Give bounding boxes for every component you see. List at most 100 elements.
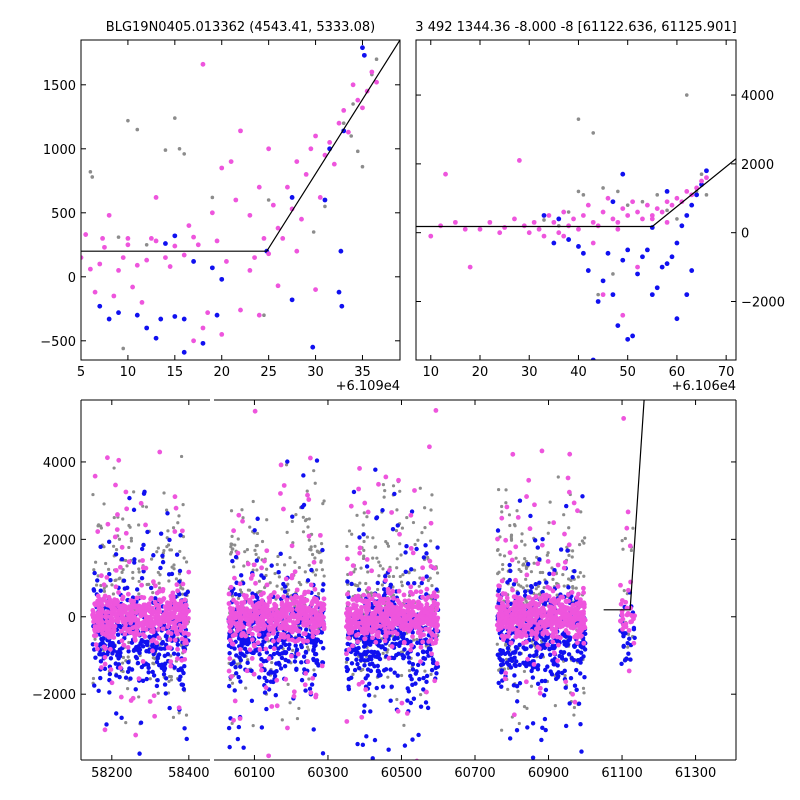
data-point xyxy=(430,584,434,588)
data-point xyxy=(227,624,233,630)
data-point xyxy=(423,626,429,632)
data-point xyxy=(154,590,160,596)
data-point xyxy=(182,556,186,560)
model-line xyxy=(81,40,400,252)
data-point xyxy=(97,261,103,267)
data-point xyxy=(306,620,312,626)
data-point xyxy=(180,605,186,611)
data-point xyxy=(372,649,377,655)
data-point xyxy=(172,314,178,319)
data-point xyxy=(184,560,189,564)
data-point xyxy=(350,563,356,569)
data-point xyxy=(506,662,511,667)
data-point xyxy=(517,498,523,503)
data-point xyxy=(266,146,272,152)
data-point xyxy=(97,303,103,309)
data-point xyxy=(174,582,180,588)
data-point xyxy=(386,544,391,548)
data-point xyxy=(167,579,171,583)
data-point xyxy=(434,661,440,666)
data-point xyxy=(564,643,569,648)
data-point xyxy=(615,219,621,225)
data-point xyxy=(361,652,366,657)
data-point xyxy=(131,570,135,575)
data-point xyxy=(358,657,364,663)
data-point xyxy=(327,140,333,145)
data-point xyxy=(273,571,277,576)
data-point xyxy=(178,533,183,538)
data-point xyxy=(562,513,566,517)
data-point xyxy=(414,758,420,760)
data-point xyxy=(106,567,111,571)
data-point xyxy=(576,189,581,194)
data-point xyxy=(102,666,108,672)
data-point xyxy=(396,588,402,594)
data-point xyxy=(186,615,191,621)
data-point xyxy=(301,639,306,645)
data-point xyxy=(98,615,104,620)
x-tick-label: 25 xyxy=(260,365,277,380)
data-point xyxy=(228,608,234,614)
data-point xyxy=(406,598,412,604)
data-point xyxy=(308,607,314,613)
data-point xyxy=(502,554,507,558)
y-tick-label: 0 xyxy=(741,227,749,242)
data-point xyxy=(420,594,425,600)
data-point xyxy=(507,513,512,517)
data-point xyxy=(375,556,379,560)
data-point xyxy=(452,219,458,225)
data-point xyxy=(390,588,396,594)
data-point xyxy=(90,175,95,179)
data-point xyxy=(391,593,396,597)
data-point xyxy=(311,559,317,565)
data-point xyxy=(238,307,243,313)
data-point xyxy=(98,588,103,593)
data-point xyxy=(252,608,258,614)
data-point xyxy=(389,684,394,689)
data-point xyxy=(309,548,313,552)
data-point xyxy=(230,681,235,685)
data-point xyxy=(98,544,103,550)
data-point xyxy=(175,631,180,637)
data-point xyxy=(659,264,665,270)
data-point xyxy=(689,268,695,273)
data-point xyxy=(241,516,245,520)
data-point xyxy=(309,682,315,687)
data-point xyxy=(303,688,308,693)
data-point xyxy=(271,651,277,657)
data-point xyxy=(369,611,375,617)
data-point xyxy=(345,622,351,628)
data-point xyxy=(383,667,389,672)
data-point xyxy=(383,608,389,614)
data-point xyxy=(398,603,404,609)
data-point xyxy=(385,542,390,546)
data-point xyxy=(356,681,362,687)
data-point xyxy=(146,617,152,623)
data-point xyxy=(83,232,89,237)
data-point xyxy=(316,591,321,596)
data-point xyxy=(370,661,375,666)
data-point xyxy=(654,285,660,291)
data-point xyxy=(635,271,640,277)
data-point xyxy=(112,515,116,520)
data-point xyxy=(175,588,181,594)
data-point xyxy=(129,536,133,540)
data-point xyxy=(615,323,621,328)
data-point xyxy=(280,603,286,609)
data-point xyxy=(428,613,433,619)
data-point xyxy=(565,548,570,553)
data-point xyxy=(134,655,140,661)
data-point xyxy=(242,641,247,646)
data-point xyxy=(531,219,537,225)
data-point xyxy=(508,568,513,574)
data-point xyxy=(503,537,509,543)
data-point xyxy=(557,610,563,616)
data-point xyxy=(286,646,292,651)
data-point xyxy=(385,650,389,654)
data-point xyxy=(227,628,233,634)
data-point xyxy=(238,679,243,684)
data-point xyxy=(694,192,700,198)
data-point xyxy=(389,644,395,649)
data-point xyxy=(704,168,709,174)
data-point xyxy=(186,631,191,637)
